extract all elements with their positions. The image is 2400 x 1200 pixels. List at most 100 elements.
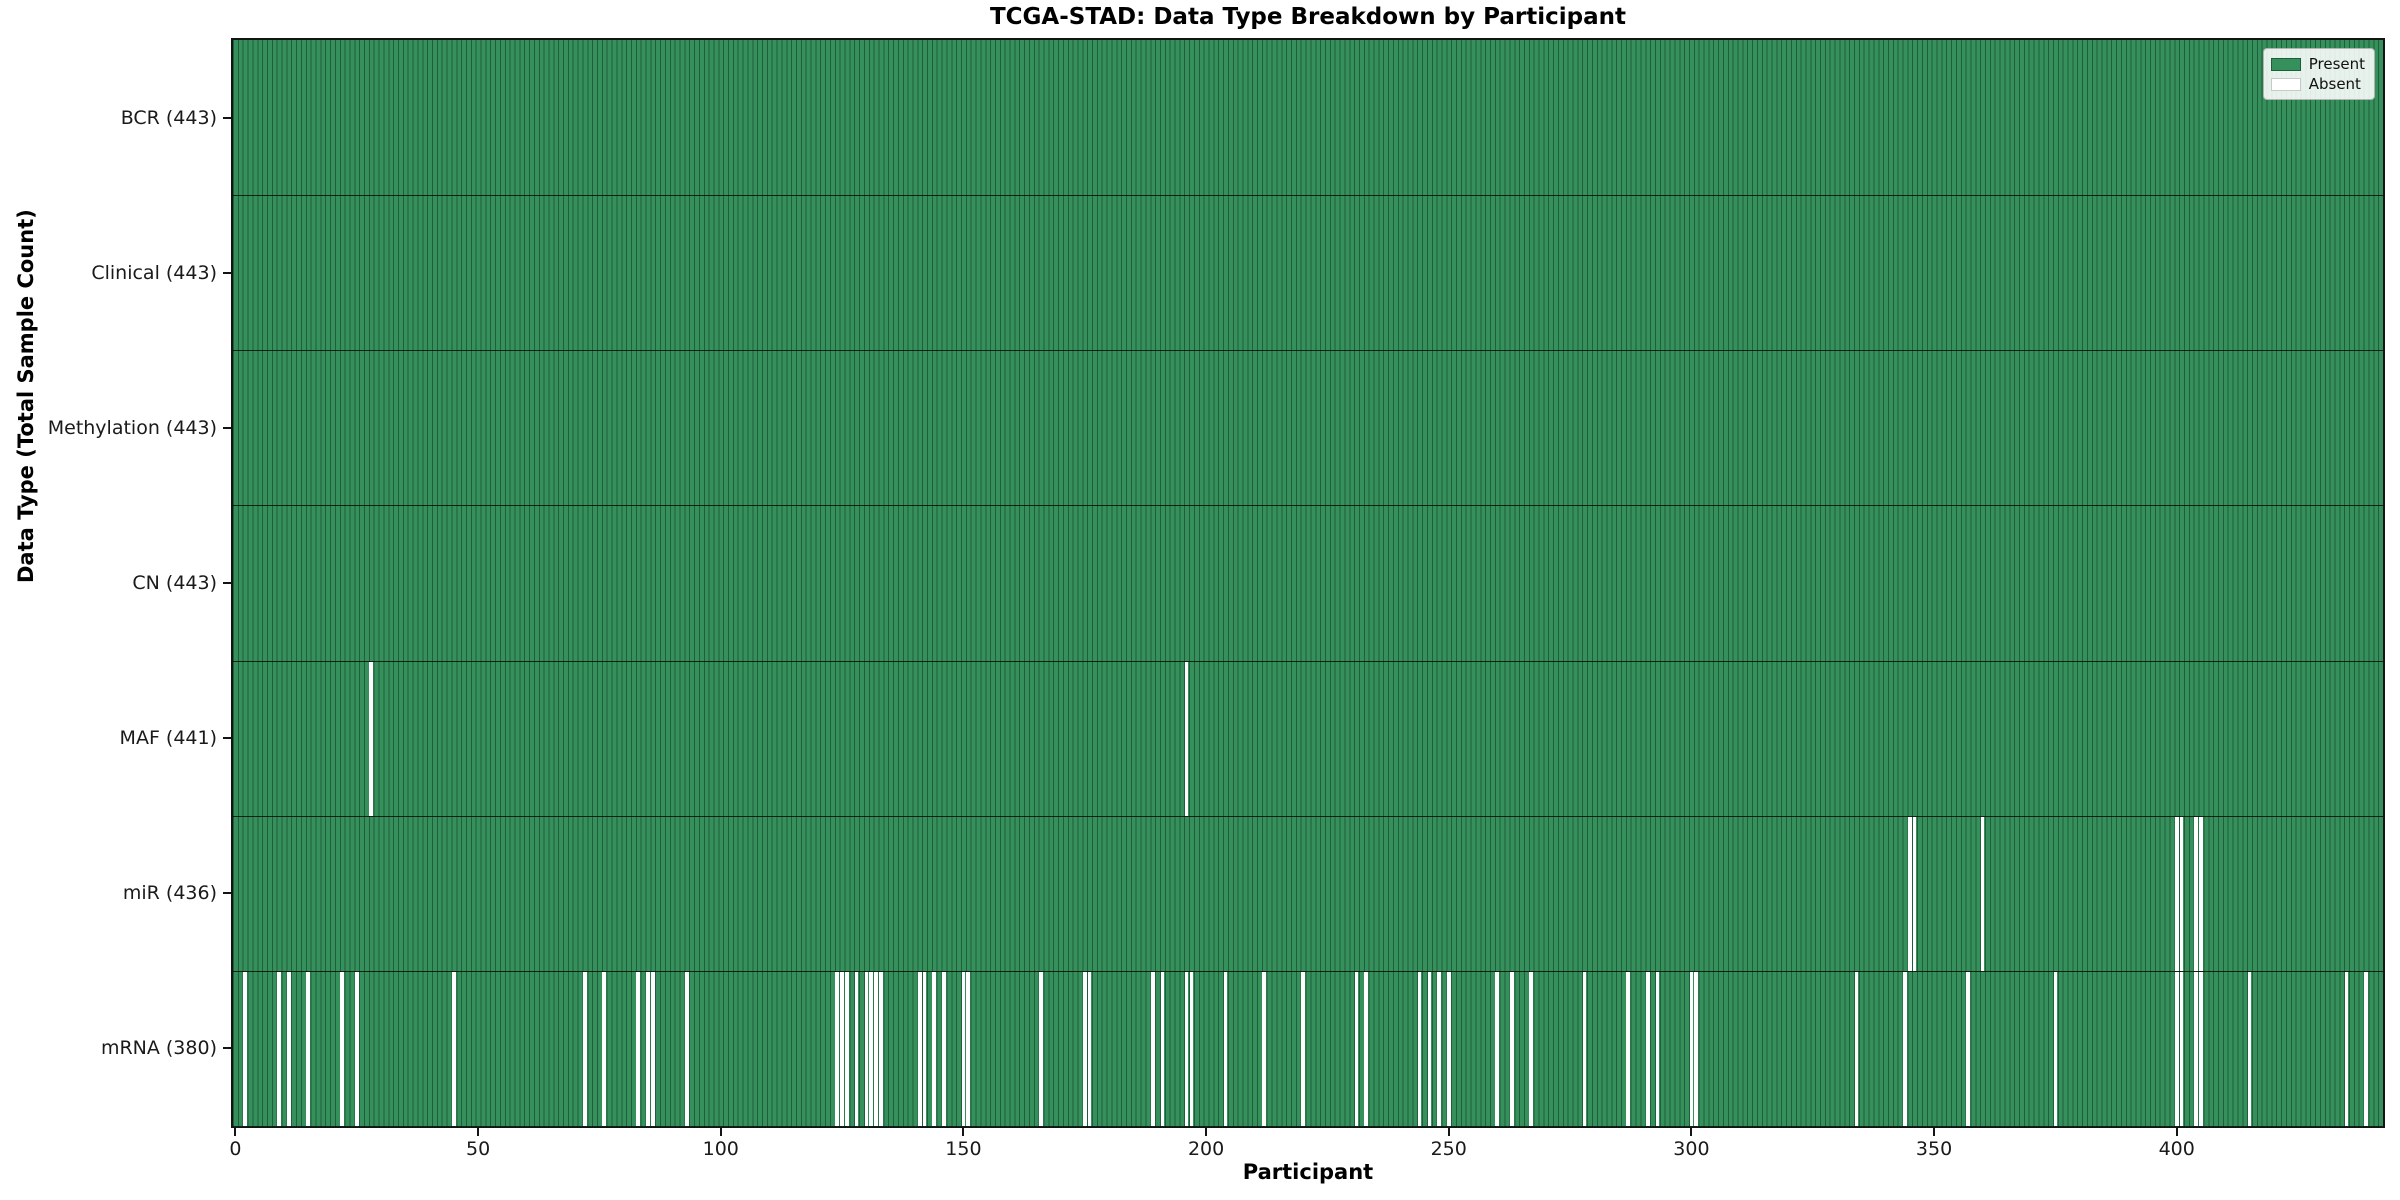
- x-tick-mark: [719, 1128, 722, 1136]
- absent-bar: [932, 970, 937, 1126]
- absent-bar: [602, 970, 607, 1126]
- absent-bar: [2199, 970, 2203, 1126]
- absent-bar: [942, 970, 946, 1126]
- x-tick-label: 150: [945, 1138, 982, 1160]
- absent-bar: [1495, 970, 1500, 1126]
- x-tick-mark: [962, 1128, 965, 1136]
- x-tick-label: 200: [1187, 1138, 1225, 1160]
- absent-bar: [650, 970, 655, 1126]
- absent-bar: [1223, 970, 1228, 1126]
- absent-bar: [1694, 970, 1699, 1126]
- x-tick-label: 300: [1673, 1138, 1710, 1160]
- row-mRNA: [233, 970, 2383, 1127]
- x-tick-label: 350: [1915, 1138, 1953, 1160]
- absent-bar: [1189, 970, 1194, 1126]
- absent-bar: [243, 970, 247, 1126]
- absent-bar: [922, 970, 927, 1126]
- legend: Present Absent: [2262, 48, 2375, 100]
- row-BCR: [233, 40, 2383, 197]
- absent-bar: [1980, 815, 1985, 971]
- x-tick-label: 400: [2158, 1138, 2195, 1160]
- absent-bar: [2179, 815, 2184, 971]
- absent-bar: [1626, 970, 1631, 1126]
- absent-bar: [917, 970, 922, 1126]
- absent-bar: [1689, 970, 1694, 1126]
- absent-bar: [340, 970, 344, 1126]
- x-tick-label: 100: [702, 1138, 739, 1160]
- absent-bar: [2364, 970, 2368, 1126]
- absent-bar: [646, 970, 650, 1126]
- y-tick-mark: [223, 892, 231, 895]
- x-tick-mark: [234, 1128, 237, 1136]
- absent-bar: [451, 970, 456, 1126]
- absent-bar: [2179, 970, 2184, 1126]
- absent-bar: [1262, 970, 1267, 1126]
- x-axis-label: Participant: [1242, 1160, 1374, 1184]
- y-tick-mark: [223, 271, 231, 274]
- absent-bar: [1437, 970, 1441, 1126]
- absent-bar: [1529, 970, 1534, 1126]
- y-tick-label: CN (443): [132, 572, 217, 594]
- y-tick-mark: [223, 737, 231, 740]
- absent-bar: [840, 970, 844, 1126]
- absent-bar: [1160, 970, 1165, 1126]
- absent-bar: [1082, 970, 1087, 1126]
- legend-label-absent: Absent: [2308, 75, 2361, 93]
- absent-bar: [2194, 970, 2198, 1126]
- absent-bar: [2174, 970, 2179, 1126]
- absent-bar: [1966, 970, 1970, 1126]
- y-tick-label: miR (436): [122, 882, 217, 905]
- absent-bar: [684, 970, 689, 1126]
- absent-bar: [1907, 815, 1912, 971]
- absent-bar: [864, 970, 869, 1126]
- absent-bar: [1184, 660, 1189, 816]
- absent-bar: [2344, 970, 2349, 1126]
- legend-label-present: Present: [2308, 55, 2365, 73]
- absent-bar: [354, 970, 359, 1126]
- x-tick-label: 250: [1430, 1138, 1467, 1160]
- x-tick-mark: [1447, 1128, 1450, 1136]
- y-tick-mark: [223, 1047, 231, 1050]
- absent-bar: [1184, 970, 1189, 1126]
- absent-bar: [1087, 970, 1092, 1126]
- plot-area: Present Absent: [231, 38, 2385, 1128]
- x-tick-mark: [1205, 1128, 1208, 1136]
- absent-bar: [1427, 970, 1432, 1126]
- absent-bar: [1039, 970, 1043, 1126]
- absent-bar: [854, 970, 859, 1126]
- absent-bar: [1582, 970, 1587, 1126]
- absent-bar: [961, 970, 966, 1126]
- absent-bar: [1912, 815, 1917, 971]
- absent-bar: [1903, 970, 1907, 1126]
- absent-bar: [869, 970, 874, 1126]
- absent-bar: [286, 970, 291, 1126]
- absent-bar: [2199, 815, 2203, 971]
- row-miR: [233, 815, 2383, 972]
- y-tick-label: BCR (443): [120, 106, 217, 129]
- absent-bar: [1354, 970, 1359, 1126]
- absent-bar: [845, 970, 849, 1126]
- x-tick-mark: [477, 1128, 480, 1136]
- x-tick-mark: [2175, 1128, 2178, 1136]
- absent-bar: [583, 970, 587, 1126]
- row-Clinical: [233, 195, 2383, 352]
- y-tick-label: Clinical (443): [91, 261, 217, 284]
- absent-bar: [1417, 970, 1422, 1126]
- absent-bar: [835, 970, 840, 1126]
- y-tick-mark: [223, 582, 231, 584]
- absent-bar: [2174, 815, 2179, 971]
- y-tick-label: Methylation (443): [47, 416, 217, 439]
- absent-bar: [2053, 970, 2058, 1126]
- chart-title: TCGA-STAD: Data Type Breakdown by Partic…: [989, 4, 1626, 30]
- absent-bar: [879, 970, 883, 1126]
- absent-bar: [1510, 970, 1514, 1126]
- absent-bar: [306, 970, 311, 1126]
- absent-bar: [2247, 970, 2252, 1126]
- absent-bar: [1645, 970, 1650, 1126]
- x-tick-mark: [1690, 1128, 1693, 1136]
- y-tick-mark: [223, 116, 231, 119]
- x-tick-mark: [1933, 1128, 1936, 1136]
- y-tick-label: MAF (441): [119, 727, 217, 750]
- absent-bar: [636, 970, 641, 1126]
- legend-item-present: Present: [2270, 54, 2365, 74]
